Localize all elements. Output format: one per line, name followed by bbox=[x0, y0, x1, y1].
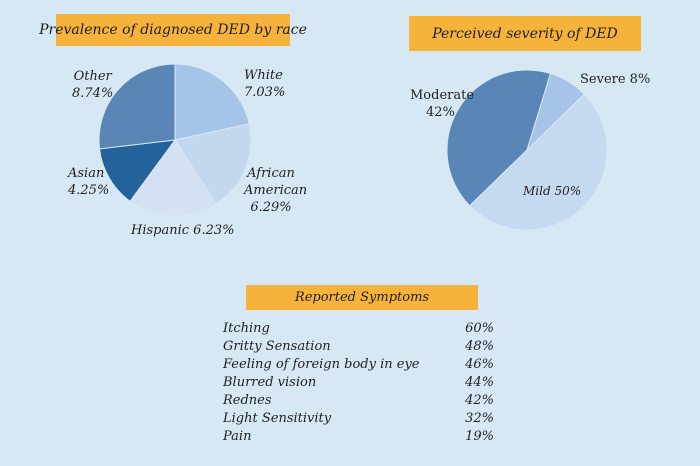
symptom-name: Rednes bbox=[223, 393, 272, 408]
label-other: Other 8.74% bbox=[72, 69, 114, 101]
symptom-name: Gritty Sensation bbox=[223, 339, 331, 354]
symptom-name: Light Sensitivity bbox=[223, 411, 332, 426]
symptom-value: 19% bbox=[465, 429, 494, 444]
race-slice-african-american bbox=[174, 123, 252, 205]
symptoms-table-title: Reported Symptoms bbox=[246, 285, 478, 310]
symptom-name: Itching bbox=[223, 321, 270, 336]
label-severe: Severe 8% bbox=[580, 72, 651, 87]
race-slice-hispanic bbox=[129, 139, 217, 217]
severity-chart-title: Perceived severity of DED bbox=[409, 16, 641, 51]
severity-slice-mild bbox=[468, 93, 608, 231]
race-slice-white bbox=[174, 63, 250, 141]
label-asian: Asian 4.25% bbox=[68, 166, 110, 198]
severity-pie-chart bbox=[446, 69, 608, 231]
label-african-american: African American 6.29% bbox=[244, 166, 308, 215]
label-moderate: Moderate 42% bbox=[410, 88, 475, 120]
race-slice-asian bbox=[98, 139, 177, 202]
race-slice-other bbox=[98, 63, 176, 150]
race-pie-chart bbox=[98, 63, 252, 217]
severity-slice-moderate bbox=[446, 69, 552, 207]
label-white: White 7.03% bbox=[244, 68, 286, 100]
symptom-value: 44% bbox=[465, 375, 494, 390]
symptom-value: 42% bbox=[465, 393, 494, 408]
symptom-name: Feeling of foreign body in eye bbox=[223, 357, 420, 372]
symptom-name: Blurred vision bbox=[223, 375, 317, 390]
label-mild: Mild 50% bbox=[523, 184, 582, 198]
symptom-value: 46% bbox=[465, 357, 494, 372]
symptom-value: 48% bbox=[465, 339, 494, 354]
symptom-value: 32% bbox=[465, 411, 494, 426]
symptom-value: 60% bbox=[465, 321, 494, 336]
race-chart-title: Prevalence of diagnosed DED by race bbox=[39, 14, 307, 46]
symptom-name: Pain bbox=[223, 429, 252, 444]
label-hispanic: Hispanic 6.23% bbox=[131, 223, 235, 238]
